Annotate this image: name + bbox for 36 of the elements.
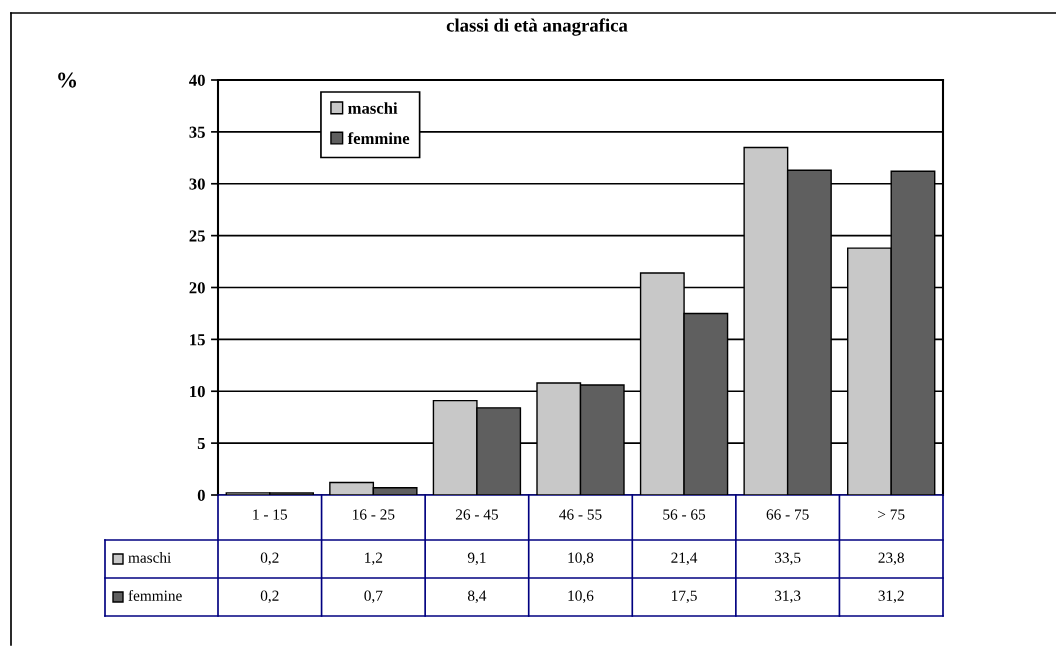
x-tick-label: > 75 bbox=[878, 509, 905, 520]
data-label: 0,2 bbox=[260, 552, 279, 566]
text: % bbox=[58, 72, 77, 88]
x-tick-label: 1 - 15 bbox=[253, 509, 288, 520]
y-tick-label: 30 bbox=[189, 178, 205, 190]
data-label: 17,5 bbox=[672, 590, 697, 604]
y-tick-label: 20 bbox=[189, 282, 205, 294]
x-tick-label: 56 - 65 bbox=[663, 509, 706, 520]
data-label: 31,2 bbox=[878, 590, 904, 604]
data-label: 31,3 bbox=[775, 590, 801, 604]
y-tick-label: 25 bbox=[189, 230, 205, 242]
x-tick-label: 16 - 25 bbox=[353, 509, 395, 520]
data-label: 9,1 bbox=[467, 552, 486, 566]
y-tick-label: 35 bbox=[189, 126, 205, 138]
x-tick-label: 66 - 75 bbox=[766, 509, 809, 520]
y-tick-label: 15 bbox=[190, 334, 205, 346]
y-tick-label: 40 bbox=[189, 74, 205, 86]
x-tick-label: 46 - 55 bbox=[559, 509, 602, 520]
data-label: 21,4 bbox=[671, 552, 698, 566]
legend-label: femmine bbox=[347, 132, 410, 145]
text: maschi bbox=[128, 552, 171, 563]
data-label: 1,2 bbox=[365, 552, 383, 566]
data-label: 23,8 bbox=[878, 552, 904, 566]
x-tick-label: 26 - 45 bbox=[455, 509, 498, 520]
y-tick-label: 10 bbox=[190, 385, 205, 398]
data-label: 10,6 bbox=[568, 590, 594, 604]
data-label: 33,5 bbox=[775, 552, 801, 566]
chart-title: classi di età anagrafica bbox=[446, 18, 628, 36]
data-label: 10,8 bbox=[568, 552, 594, 566]
legend-label: maschi bbox=[348, 102, 398, 114]
y-tick-label: 5 bbox=[197, 437, 205, 450]
text: femmine bbox=[128, 589, 182, 601]
data-label: 8,4 bbox=[467, 590, 487, 604]
data-label: 0,2 bbox=[260, 590, 279, 604]
data-label: 0,7 bbox=[364, 590, 383, 604]
y-tick-label: 0 bbox=[197, 489, 205, 501]
